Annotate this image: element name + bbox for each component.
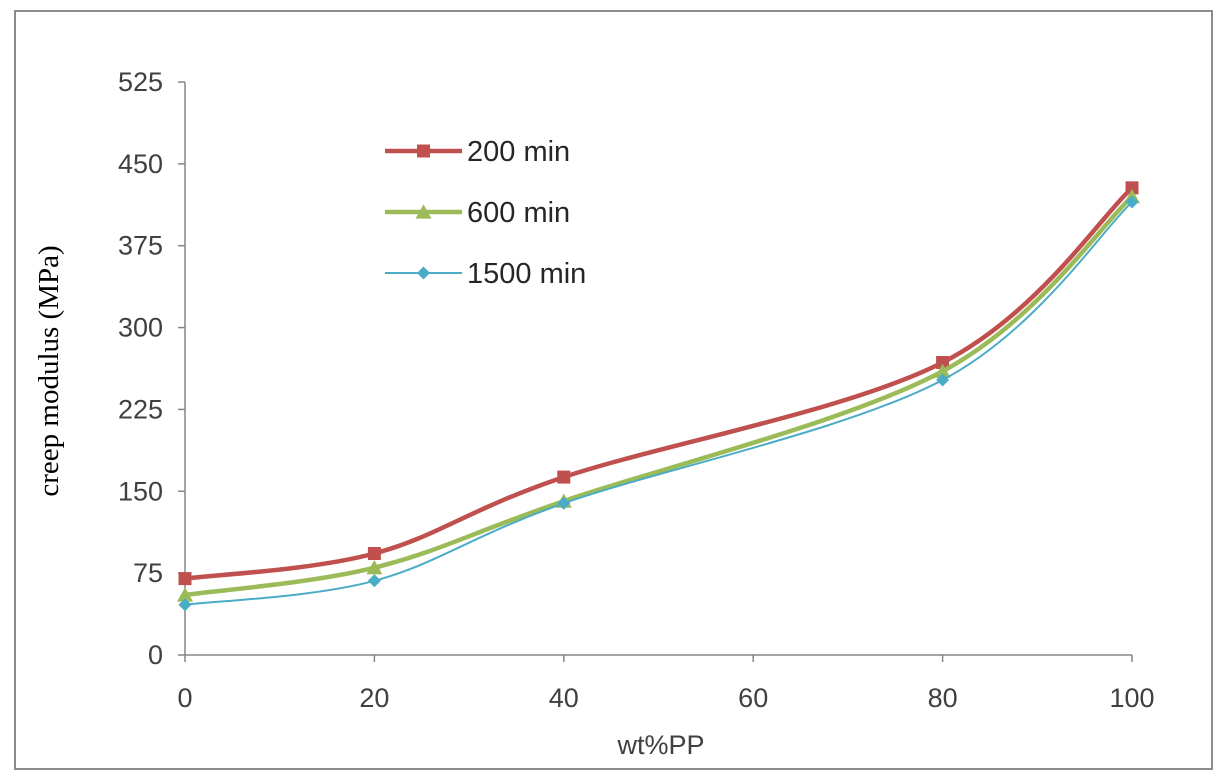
x-tick-label: 40 [549, 683, 579, 713]
legend-marker [417, 144, 430, 158]
series-600-min [177, 188, 1140, 602]
legend-entry: 1500 min [385, 258, 586, 290]
legend: 200 min 600 min 1500 min [385, 136, 586, 290]
legend-label: 200 min [467, 136, 570, 168]
data-point [367, 574, 381, 588]
y-tick-label: 0 [148, 640, 163, 670]
data-point [178, 598, 192, 612]
x-tick-label: 80 [928, 683, 958, 713]
y-tick-label: 525 [118, 67, 163, 97]
series-layer [177, 181, 1140, 612]
series-line [184, 201, 1133, 606]
data-point [366, 560, 383, 575]
axes [178, 81, 1133, 662]
y-tick-label: 150 [118, 476, 163, 506]
y-tick-label: 375 [118, 231, 163, 261]
data-point [936, 373, 950, 387]
legend-label: 1500 min [467, 258, 586, 290]
legend-marker [415, 204, 432, 219]
chart-frame [14, 10, 1213, 770]
x-axis-title: wt%PP [616, 730, 704, 760]
legend-entry: 600 min [385, 197, 570, 229]
data-point [367, 546, 381, 560]
x-tick-label: 0 [177, 683, 192, 713]
data-point [557, 496, 571, 510]
data-point [936, 355, 950, 369]
y-tick-label: 300 [118, 313, 163, 343]
legend-entry: 200 min [385, 136, 570, 168]
data-point [177, 587, 193, 602]
series-1500-min [178, 195, 1139, 612]
y-tick-label: 450 [118, 149, 163, 179]
y-tick-label: 225 [118, 394, 163, 424]
series-line [184, 194, 1134, 598]
legend-label: 600 min [467, 197, 570, 229]
data-point [178, 572, 192, 586]
data-point [1125, 195, 1139, 209]
data-point [1125, 181, 1139, 195]
series-line [184, 186, 1134, 581]
data-point [557, 470, 571, 484]
x-tick-label: 60 [738, 683, 768, 713]
legend-marker [417, 266, 430, 280]
x-tick-label: 20 [359, 683, 389, 713]
tick-labels: 0 75 150 225 300 375 450 525 0 20 40 60 80 100 [118, 67, 1155, 713]
y-axis-title: creep modulus (MPa) [33, 245, 65, 496]
x-tick-label: 100 [1109, 683, 1154, 713]
series-200-min [178, 181, 1139, 586]
y-tick-label: 75 [133, 558, 163, 588]
data-point [934, 363, 951, 378]
